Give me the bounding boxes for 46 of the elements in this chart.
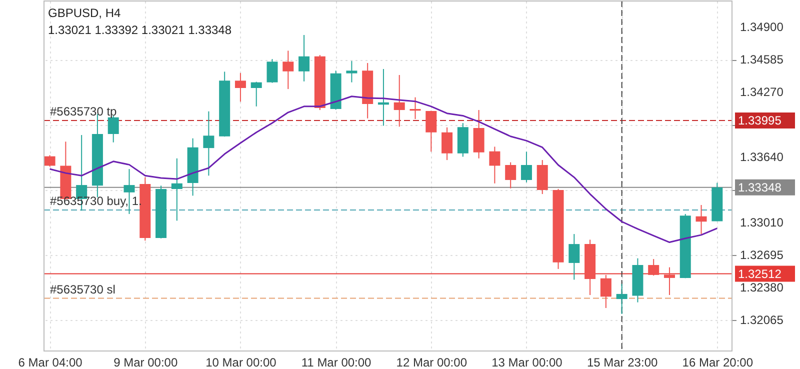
candlestick bbox=[394, 74, 405, 128]
candlestick bbox=[298, 34, 310, 82]
y-tick-label: 1.34900 bbox=[740, 20, 784, 34]
candlestick bbox=[44, 154, 56, 168]
y-tick-label: 1.34270 bbox=[740, 85, 784, 100]
candlestick bbox=[171, 158, 182, 222]
candlestick bbox=[505, 162, 516, 189]
candlestick bbox=[203, 110, 214, 176]
candlestick bbox=[696, 204, 707, 235]
chart-title: GBPUSD, H4 bbox=[48, 6, 122, 20]
candlestick bbox=[600, 274, 612, 309]
candlestick bbox=[442, 126, 453, 161]
x-tick-label: 9 Mar 00:00 bbox=[114, 356, 178, 369]
x-tick-label: 11 Mar 00:00 bbox=[301, 356, 372, 369]
y2-tick-label: 1.33995 bbox=[738, 114, 782, 128]
x-tick-label: 13 Mar 00:00 bbox=[492, 356, 563, 369]
candlestick bbox=[520, 151, 532, 183]
candlestick bbox=[648, 258, 660, 276]
candlestick bbox=[489, 146, 500, 184]
x-tick-label: 16 Mar 20:00 bbox=[682, 356, 754, 369]
candlestick bbox=[568, 234, 580, 280]
candlestick bbox=[234, 72, 246, 102]
y-tick-label: 1.33010 bbox=[740, 215, 784, 230]
candlestick bbox=[426, 110, 437, 152]
y-tick-label: 1.33640 bbox=[740, 150, 784, 164]
line-series bbox=[49, 96, 718, 244]
candlestick bbox=[664, 266, 675, 296]
y-tick-label: 1.32065 bbox=[740, 313, 784, 327]
ref-line-label: #5635730 sl bbox=[50, 282, 116, 296]
y2-tick-label: 1.32512 bbox=[738, 266, 782, 281]
ref-line-label: #5635730 tp bbox=[50, 104, 118, 119]
candlestick bbox=[346, 60, 358, 83]
candlestick bbox=[616, 283, 628, 315]
y-tick-label: 1.32695 bbox=[740, 248, 784, 262]
y-tick-label: 1.34585 bbox=[740, 52, 784, 67]
x-tick-label: 15 Mar 23:00 bbox=[586, 356, 658, 369]
x-tick-label: 10 Mar 00:00 bbox=[206, 356, 277, 369]
candlestick bbox=[266, 58, 278, 84]
y2-tick-label: 1.33348 bbox=[738, 180, 782, 194]
x-tick-label: 6 Mar 04:00 bbox=[18, 356, 83, 369]
candlestick bbox=[410, 96, 421, 120]
y-tick-label: 1.32380 bbox=[740, 280, 784, 294]
x-tick-label: 12 Mar 00:00 bbox=[396, 356, 468, 369]
candlestick bbox=[282, 50, 294, 90]
text: 1.33021 1.33392 1.33021 1.33348 bbox=[48, 23, 232, 37]
candlestick bbox=[250, 81, 262, 107]
